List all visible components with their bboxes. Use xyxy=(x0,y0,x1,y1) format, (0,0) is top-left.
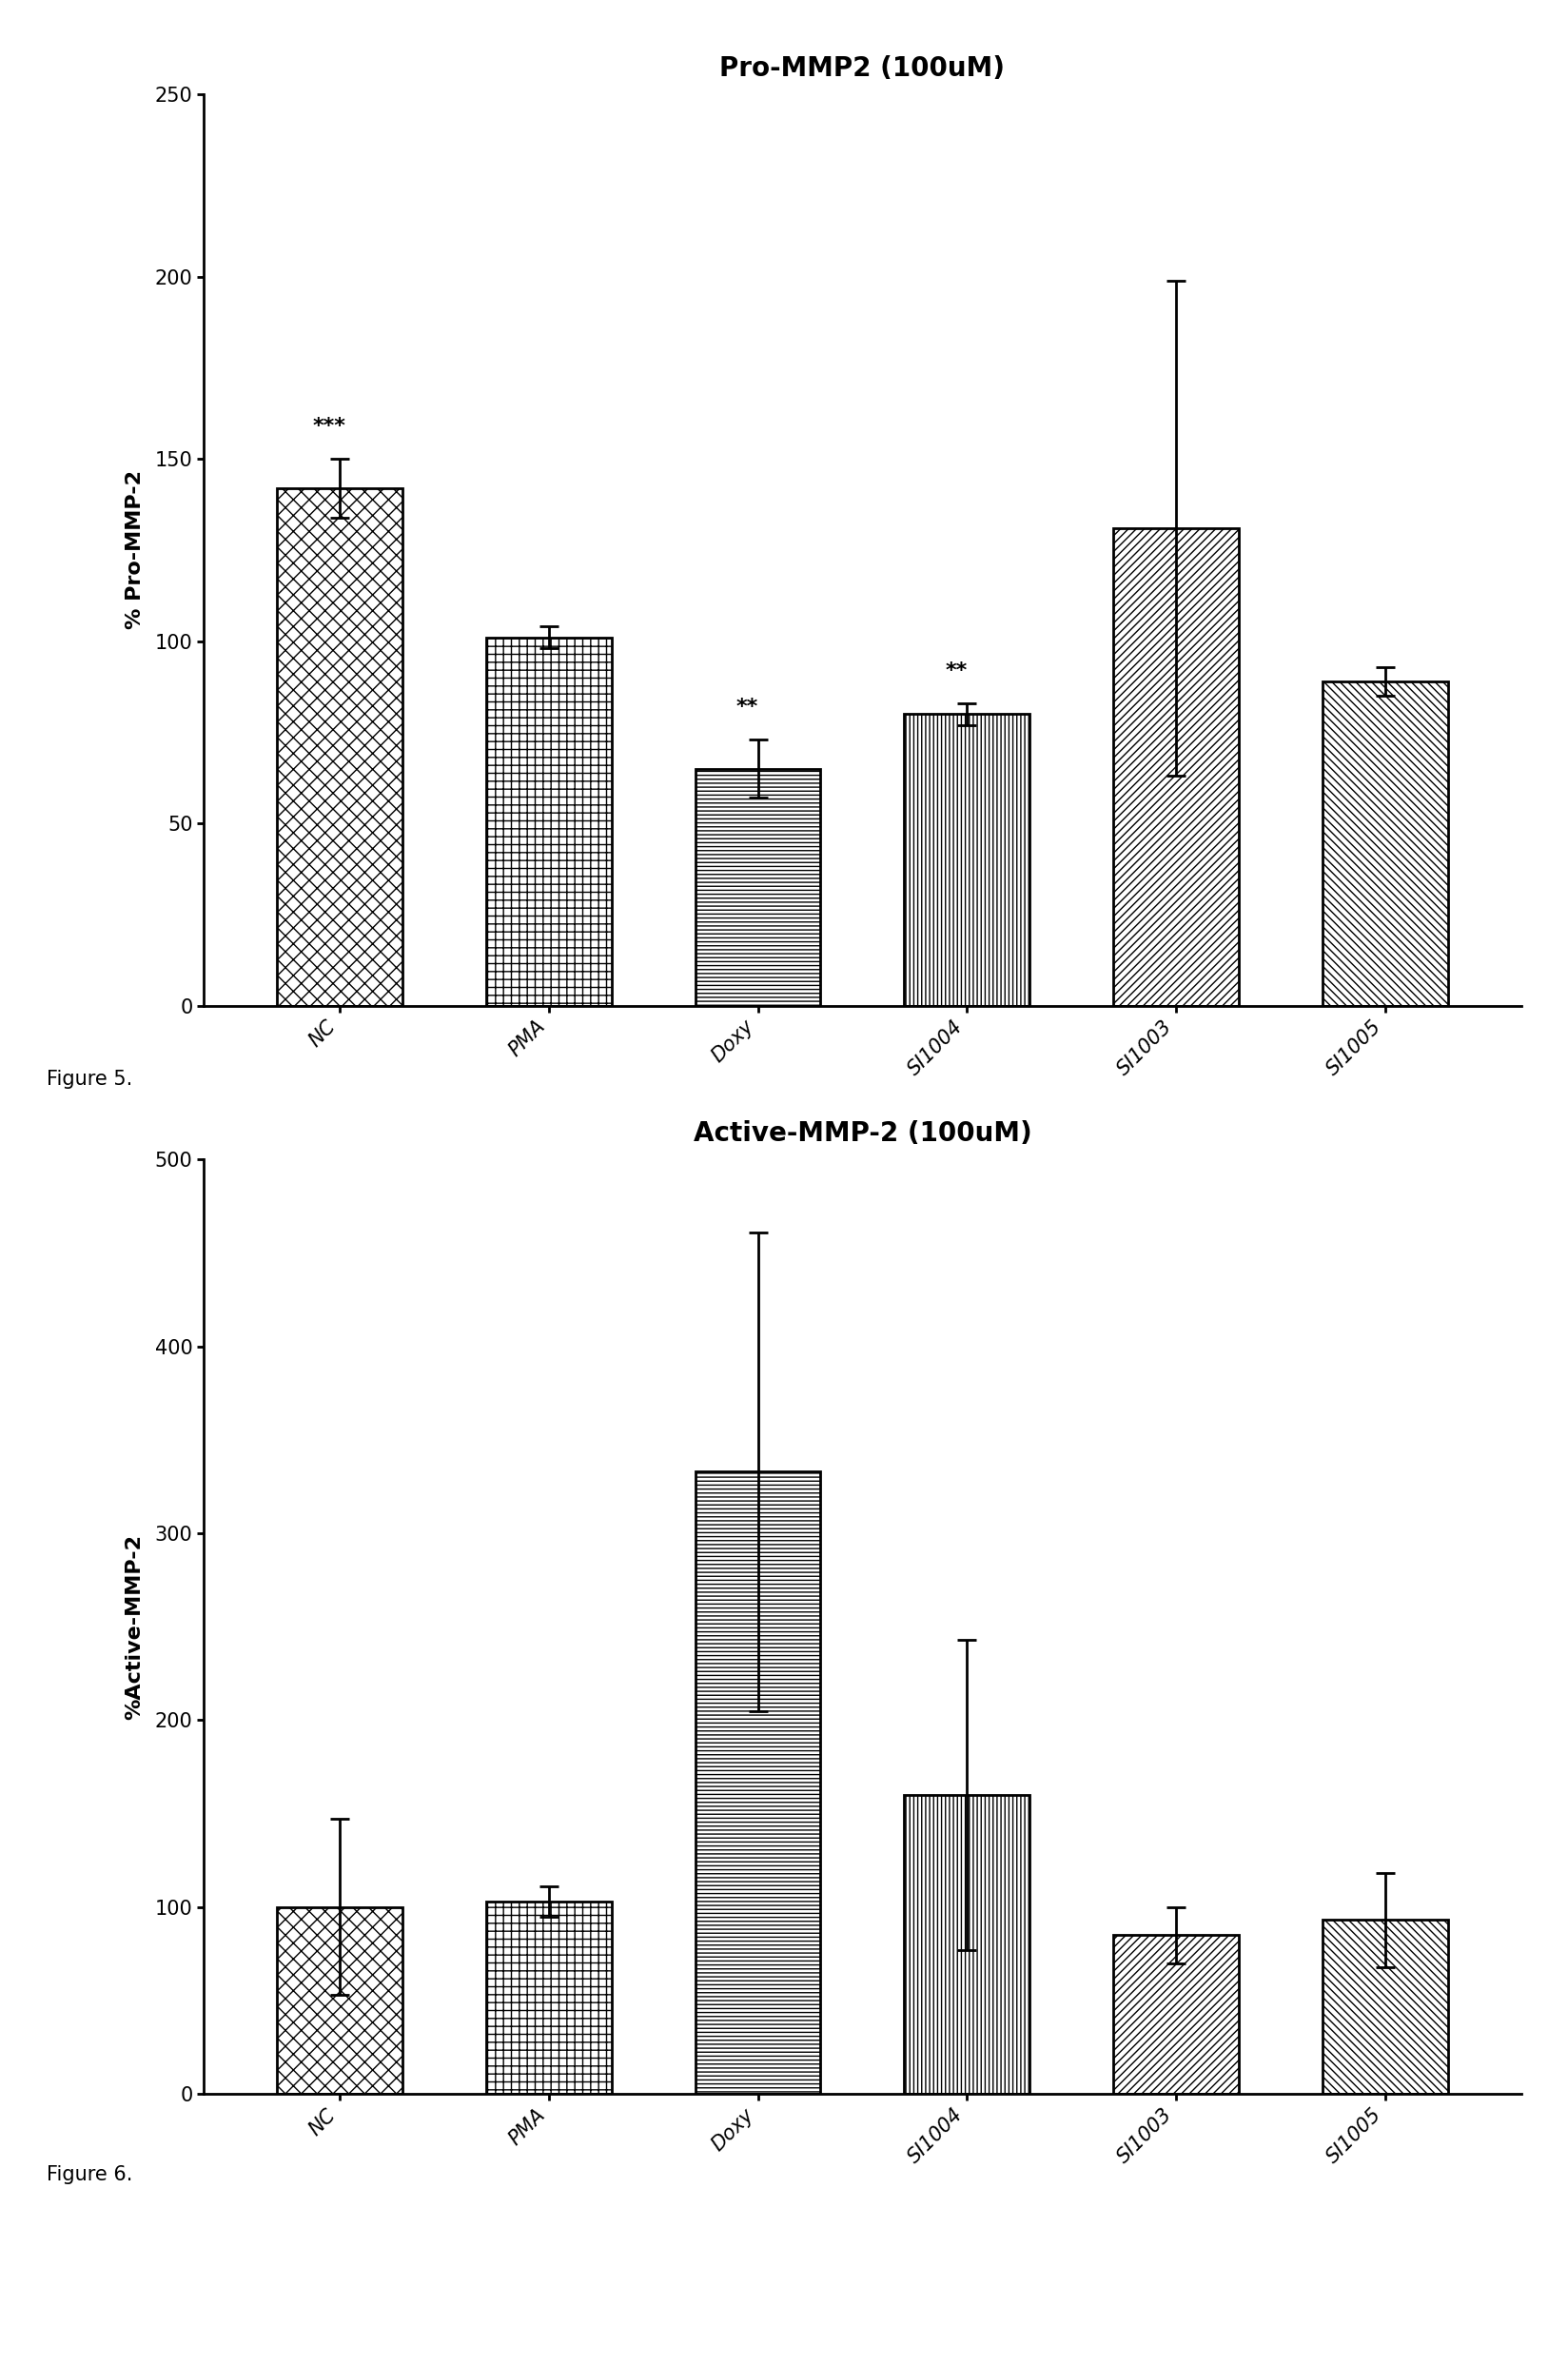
Bar xyxy=(278,1907,403,2094)
Bar xyxy=(1322,1921,1447,2094)
Bar xyxy=(1322,681,1447,1006)
Bar xyxy=(1113,528,1239,1006)
Bar xyxy=(486,636,612,1006)
Y-axis label: % Pro-MMP-2: % Pro-MMP-2 xyxy=(125,471,144,629)
Text: **: ** xyxy=(946,662,967,681)
Bar xyxy=(1113,1935,1239,2094)
Bar xyxy=(905,1796,1030,2094)
Text: Figure 6.: Figure 6. xyxy=(47,2165,133,2184)
Text: ***: *** xyxy=(312,416,347,435)
Bar xyxy=(695,769,820,1006)
Title: Active-MMP-2 (100uM): Active-MMP-2 (100uM) xyxy=(693,1119,1032,1148)
Bar xyxy=(695,1472,820,2094)
Bar xyxy=(278,487,403,1006)
Bar xyxy=(905,715,1030,1006)
Text: Figure 5.: Figure 5. xyxy=(47,1069,133,1088)
Title: Pro-MMP2 (100uM): Pro-MMP2 (100uM) xyxy=(720,54,1005,83)
Y-axis label: %Active-MMP-2: %Active-MMP-2 xyxy=(125,1533,144,1720)
Bar xyxy=(486,1902,612,2094)
Text: **: ** xyxy=(737,698,759,717)
